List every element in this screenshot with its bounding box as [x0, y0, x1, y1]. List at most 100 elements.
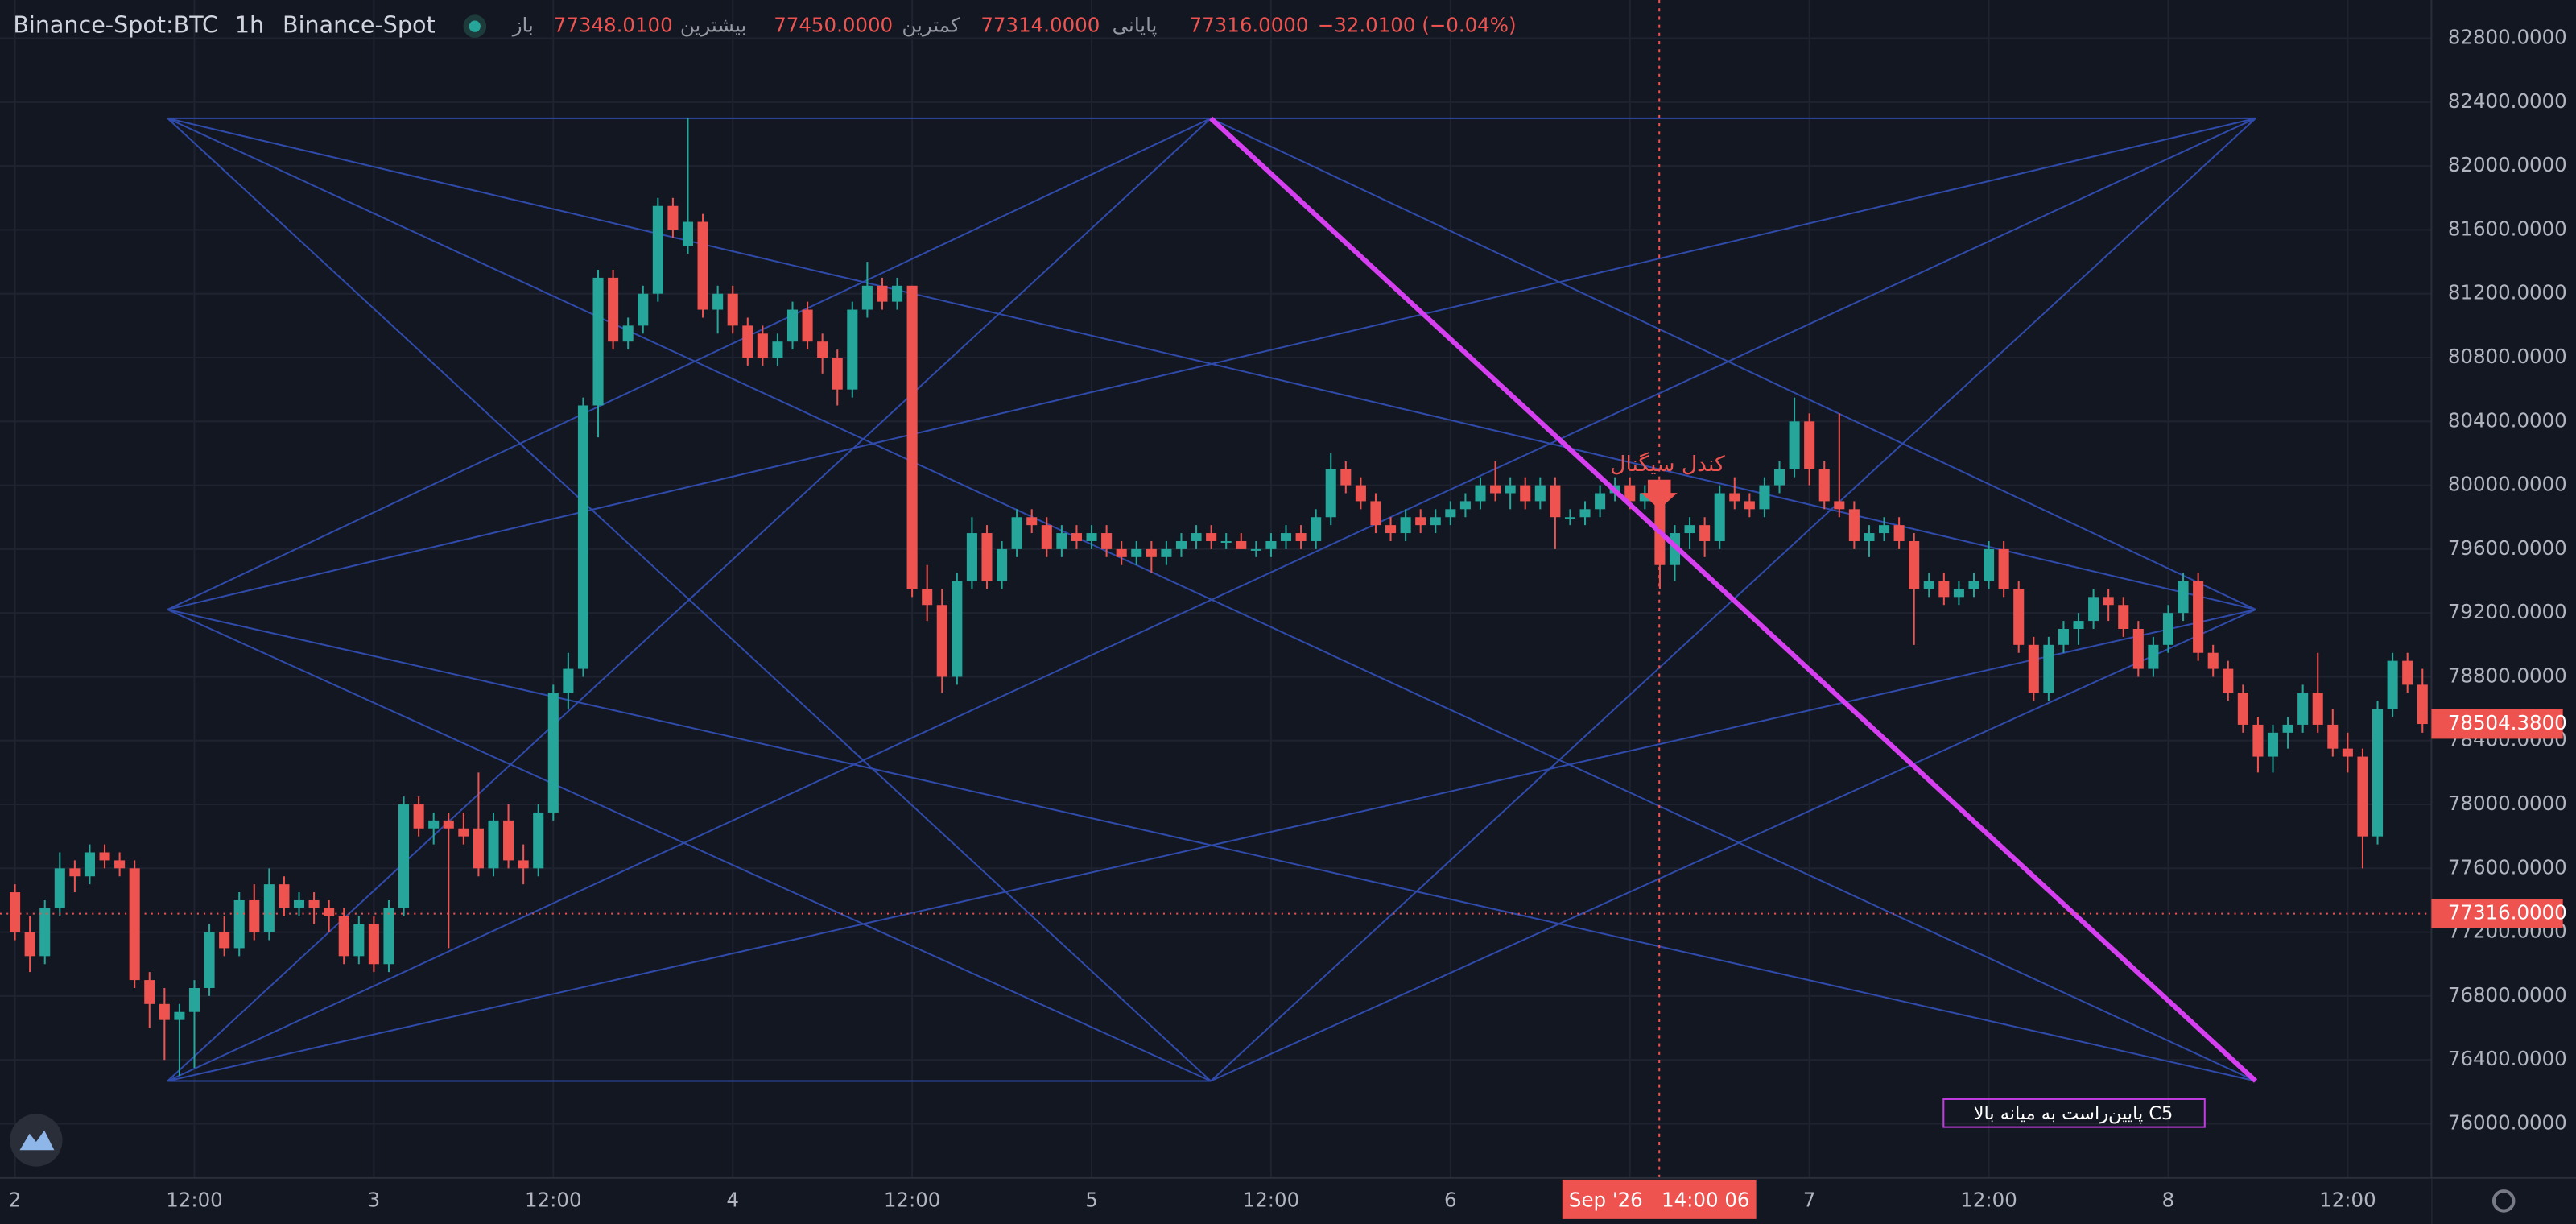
candle-body: [892, 285, 903, 302]
change: −32.0100 (−0.04%): [1318, 14, 1517, 37]
candle-body: [293, 899, 305, 908]
candle-body: [1370, 501, 1381, 526]
interval: 1h: [235, 11, 264, 39]
candle-body: [2387, 660, 2398, 709]
candle-body: [84, 852, 95, 877]
y-tick-label: 81600.0000: [2448, 217, 2567, 240]
candle-body: [1340, 469, 1352, 486]
high-value: 77450.0000: [774, 14, 893, 37]
candle-body: [1550, 485, 1561, 518]
candle-body: [1684, 525, 1695, 534]
x-tick-label: 8: [2162, 1188, 2175, 1211]
y-tick-label: 80000.0000: [2448, 473, 2567, 496]
logo[interactable]: [10, 1114, 63, 1167]
candle-body: [1385, 525, 1397, 534]
candle-body: [652, 205, 663, 294]
candle-body: [1729, 493, 1740, 502]
candle-body: [1146, 548, 1157, 557]
candle-body: [1624, 485, 1636, 502]
candle-body: [1520, 485, 1531, 502]
candle-body: [144, 980, 155, 1004]
candle-body: [2013, 589, 2025, 645]
settings-button[interactable]: [2491, 1189, 2516, 1213]
candle-body: [622, 325, 634, 342]
candle-body: [24, 932, 35, 957]
candle-body: [233, 899, 245, 949]
signal-arrow: [1641, 479, 1678, 510]
candle-body: [682, 221, 694, 246]
candle-body: [877, 285, 888, 302]
candle-body: [2267, 732, 2279, 757]
last-price-label: 77316.0000: [2448, 901, 2567, 924]
candle-body: [10, 892, 21, 932]
candle-body: [712, 293, 724, 310]
candle-body: [1998, 548, 2009, 589]
candle-body: [2237, 693, 2248, 725]
candle-body: [2162, 613, 2174, 645]
candle-body: [563, 668, 574, 693]
candle-body: [2327, 724, 2339, 749]
candle-body: [2148, 644, 2159, 669]
x-tick-label: 5: [1085, 1188, 1098, 1211]
candle-body: [952, 581, 963, 677]
trend-line: [1209, 116, 2258, 1083]
x-tick-label: 12:00: [2319, 1188, 2376, 1211]
candle-body: [1415, 517, 1426, 526]
candle-body: [518, 860, 529, 869]
candle-body: [1984, 548, 1995, 581]
close-label: پایانی: [1113, 14, 1158, 37]
y-tick-label: 77600.0000: [2448, 855, 2567, 879]
candle-body: [54, 868, 65, 908]
y-tick-label: 78000.0000: [2448, 792, 2567, 815]
candle-body: [204, 932, 215, 988]
candle-body: [1490, 485, 1501, 494]
candle-body: [1744, 501, 1755, 510]
y-tick-label: 82400.0000: [2448, 89, 2567, 113]
candle-body: [1579, 509, 1591, 518]
candle-body: [1101, 533, 1113, 549]
candle-body: [1595, 493, 1606, 510]
price-axis: [2431, 0, 2576, 1224]
candle-body: [263, 884, 275, 932]
x-tick-label: 12:00: [166, 1188, 223, 1211]
candle-body: [188, 987, 200, 1012]
candle-body: [1086, 533, 1097, 541]
y-tick-label: 76400.0000: [2448, 1047, 2567, 1070]
candle-body: [1400, 517, 1411, 534]
candle-body: [936, 605, 947, 677]
y-tick-label: 80800.0000: [2448, 345, 2567, 368]
candle-body: [2357, 756, 2368, 837]
x-tick-label: 3: [368, 1188, 381, 1211]
candle-body: [1175, 540, 1187, 549]
candle-body: [2118, 605, 2129, 629]
crosshair-time-box: [1562, 1179, 1757, 1219]
candle-body: [577, 405, 588, 669]
candle-body: [1355, 485, 1366, 502]
candle-body: [638, 293, 649, 326]
candle-body: [2207, 652, 2219, 669]
last-price-box: [2431, 899, 2563, 928]
high-label: بیشترین: [680, 14, 746, 37]
candle-body: [249, 899, 260, 932]
candle-body: [847, 309, 858, 390]
candle-body: [922, 589, 933, 606]
candle-body: [1773, 469, 1785, 486]
candle-body: [1923, 581, 1934, 589]
pattern-annotation: پایین‌راست به میانه بالا C5: [1974, 1103, 2174, 1124]
candle-body: [1759, 485, 1770, 510]
candle-body: [114, 860, 126, 869]
candle-body: [592, 277, 604, 406]
y-tick-label: 82800.0000: [2448, 26, 2567, 49]
candle-body: [906, 285, 918, 589]
candle-body: [353, 924, 365, 957]
candle-body: [2043, 644, 2054, 693]
logo-icon: [19, 1130, 55, 1151]
y-tick-label: 81200.0000: [2448, 281, 2567, 304]
candle-body: [697, 221, 708, 310]
y-tick-label: 76800.0000: [2448, 983, 2567, 1007]
candle-body: [2372, 709, 2384, 837]
candle-body: [1430, 517, 1441, 526]
candle-body: [219, 932, 230, 949]
x-tick-label: 4: [726, 1188, 739, 1211]
